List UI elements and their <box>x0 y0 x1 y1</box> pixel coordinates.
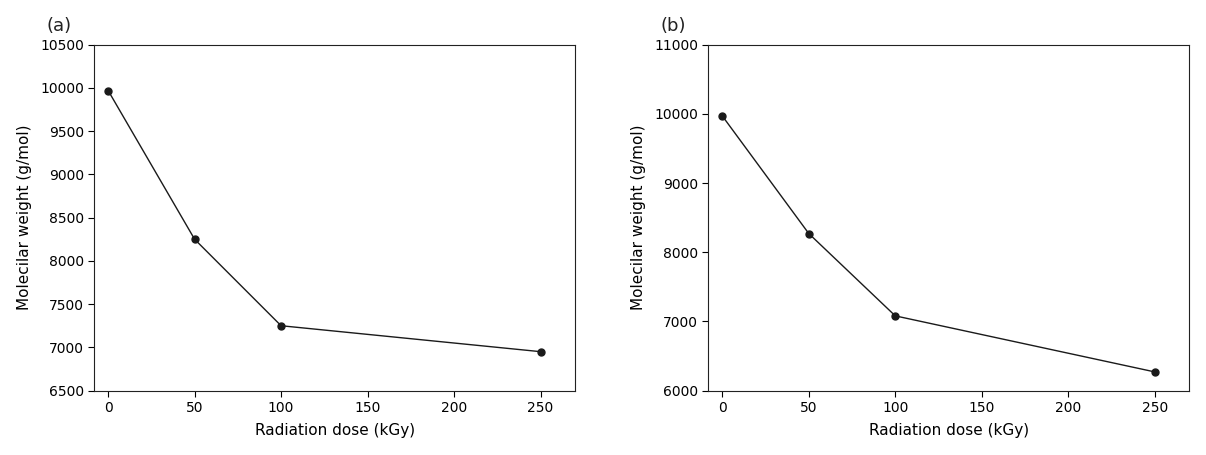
Text: (a): (a) <box>46 17 71 35</box>
X-axis label: Radiation dose (kGy): Radiation dose (kGy) <box>254 423 415 438</box>
Y-axis label: Molecilar weight (g/mol): Molecilar weight (g/mol) <box>631 125 645 310</box>
X-axis label: Radiation dose (kGy): Radiation dose (kGy) <box>868 423 1029 438</box>
Y-axis label: Molecilar weight (g/mol): Molecilar weight (g/mol) <box>17 125 31 310</box>
Text: (b): (b) <box>661 17 686 35</box>
